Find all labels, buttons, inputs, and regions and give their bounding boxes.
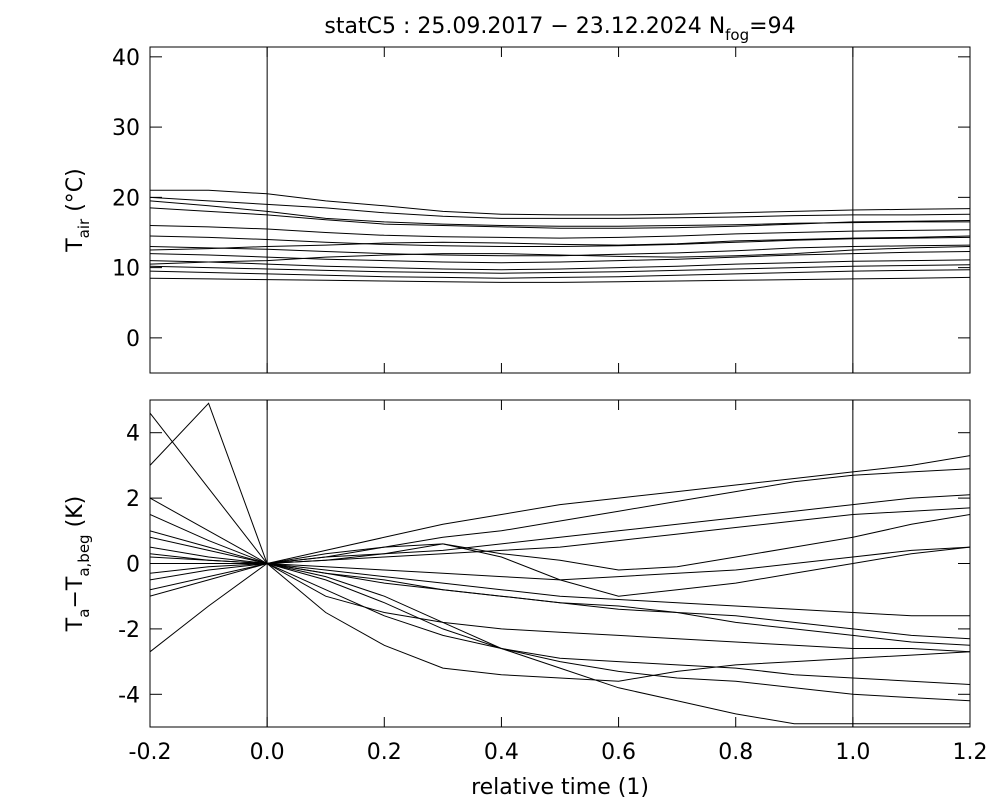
x-tick-label: 0.4 <box>484 740 519 765</box>
y-tick-label: 10 <box>112 257 140 282</box>
label: statC5 : 25.09.2017 − 23.12.2024 Nfog=94 <box>324 14 795 44</box>
label-part: (K) <box>63 496 88 535</box>
label-part: −T <box>63 576 88 608</box>
y-tick-label: 0 <box>126 327 140 352</box>
subscript: a,beg <box>75 534 93 576</box>
data-line <box>150 546 970 725</box>
data-line <box>150 562 970 617</box>
label: Ta−Ta,beg (K) <box>63 496 93 632</box>
y-tick-label: 20 <box>112 186 140 211</box>
data-line <box>150 276 970 283</box>
data-line <box>150 235 970 251</box>
data-line <box>150 562 970 685</box>
y-tick-label: -2 <box>118 618 140 643</box>
axes-box <box>149 46 971 374</box>
data-line <box>150 225 970 239</box>
label: Tair (°C) <box>63 168 93 253</box>
y-tick-label: 2 <box>126 487 140 512</box>
data-line <box>150 269 970 279</box>
x-tick-label: 1.0 <box>835 740 870 765</box>
subscript: fog <box>725 26 749 44</box>
data-line <box>150 507 970 565</box>
y-tick-label: 4 <box>126 422 140 447</box>
data-line <box>150 244 970 257</box>
data-line <box>150 264 970 274</box>
data-line <box>150 189 970 216</box>
data-line <box>150 259 970 271</box>
x-axis-label: relative time (1) <box>471 775 649 800</box>
x-tick-label: 0.2 <box>367 740 402 765</box>
subscript: air <box>75 218 93 238</box>
plot-lines <box>150 402 970 725</box>
data-line <box>150 562 970 646</box>
data-line <box>150 468 970 565</box>
x-tick-label: 0.8 <box>718 740 753 765</box>
data-line <box>150 514 970 597</box>
subscript: a <box>75 609 93 618</box>
data-line <box>150 412 970 682</box>
label-part: statC5 : 25.09.2017 − 23.12.2024 N <box>324 14 725 39</box>
data-line <box>150 235 970 247</box>
y-tick-label: -4 <box>118 683 140 708</box>
label-part: (°C) <box>63 168 88 219</box>
data-line <box>150 251 970 264</box>
data-line <box>150 402 970 653</box>
data-line <box>150 562 970 702</box>
y-tick-label: 30 <box>112 116 140 141</box>
data-line <box>150 200 970 227</box>
plot-lines <box>150 189 970 283</box>
x-tick-label: -0.2 <box>129 740 172 765</box>
x-tick-label: 0.6 <box>601 740 636 765</box>
data-line <box>150 536 970 581</box>
data-line <box>150 455 970 565</box>
label-part: =94 <box>749 14 795 39</box>
x-tick-label: 0.0 <box>250 740 285 765</box>
x-tick-label: 1.2 <box>953 740 988 765</box>
data-line <box>150 514 970 571</box>
y-tick-label: 40 <box>112 46 140 71</box>
data-line <box>150 196 970 219</box>
y-tick-label: 0 <box>126 553 140 578</box>
data-line <box>150 246 970 265</box>
label-part: T <box>63 238 88 253</box>
label-part: T <box>63 617 88 632</box>
